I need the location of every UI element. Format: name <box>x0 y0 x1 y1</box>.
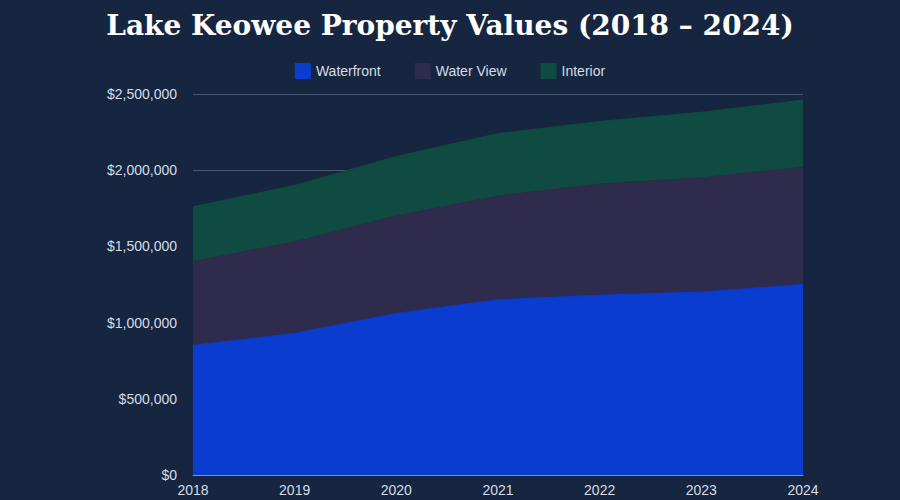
svg-text:Lake Keowee Property Values (2: Lake Keowee Property Values (2018 – 2024… <box>106 9 794 42</box>
svg-text:2021: 2021 <box>482 482 513 498</box>
svg-text:$500,000: $500,000 <box>119 391 178 407</box>
svg-text:Waterfront: Waterfront <box>316 63 381 79</box>
svg-text:$1,500,000: $1,500,000 <box>107 238 177 254</box>
svg-text:2023: 2023 <box>686 482 717 498</box>
svg-text:2018: 2018 <box>177 482 208 498</box>
svg-text:$2,000,000: $2,000,000 <box>107 162 177 178</box>
svg-text:$1,000,000: $1,000,000 <box>107 315 177 331</box>
svg-text:2019: 2019 <box>279 482 310 498</box>
svg-text:2024: 2024 <box>787 482 818 498</box>
svg-text:Interior: Interior <box>562 63 606 79</box>
svg-text:2022: 2022 <box>584 482 615 498</box>
svg-text:Water View: Water View <box>436 63 508 79</box>
svg-text:$2,500,000: $2,500,000 <box>107 86 177 102</box>
svg-text:$0: $0 <box>161 467 177 483</box>
svg-text:2020: 2020 <box>381 482 412 498</box>
